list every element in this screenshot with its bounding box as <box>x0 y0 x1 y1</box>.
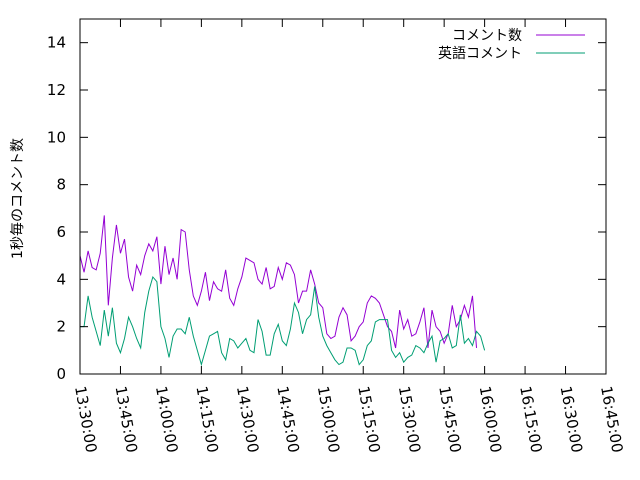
y-tick-label: 14 <box>47 34 66 52</box>
series-line-1 <box>80 275 486 367</box>
y-tick-label: 2 <box>56 318 66 336</box>
y-tick-label: 4 <box>56 270 66 288</box>
y-axis-title: 1秒毎のコメント数 <box>10 138 26 259</box>
plot-lines <box>79 215 486 367</box>
plot-frame <box>79 18 607 375</box>
y-axis: 0 2 4 6 8 10 12 14 <box>47 34 606 383</box>
legend-label-1: 英語コメント <box>438 45 522 62</box>
legend-label-0: コメント数 <box>452 28 522 44</box>
y-tick-label: 10 <box>47 128 66 146</box>
y-tick-label: 8 <box>56 176 66 194</box>
series-line-0 <box>79 215 478 349</box>
y-tick-label: 0 <box>56 365 66 383</box>
y-tick-label: 12 <box>47 81 66 99</box>
y-tick-label: 6 <box>56 223 66 241</box>
